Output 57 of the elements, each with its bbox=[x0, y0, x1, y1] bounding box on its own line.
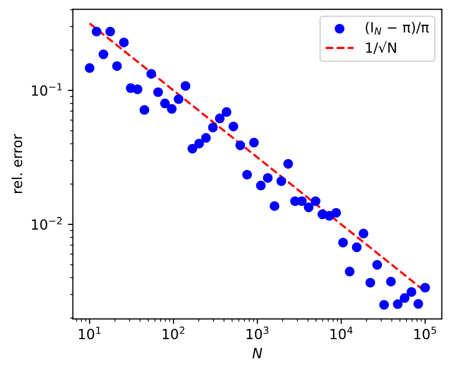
point bbox=[242, 170, 252, 180]
x-tick-label: 10$^{1}$ bbox=[78, 326, 100, 340]
point bbox=[160, 98, 170, 108]
point bbox=[372, 260, 382, 270]
point bbox=[310, 196, 320, 206]
point bbox=[188, 144, 198, 154]
point bbox=[166, 104, 177, 114]
point bbox=[228, 122, 238, 132]
point bbox=[132, 84, 142, 94]
y-tick-label: 10$^{−2}$ bbox=[32, 217, 62, 230]
point bbox=[249, 138, 259, 148]
point bbox=[208, 122, 218, 132]
legend-label: (I$_{N}$ − π)/π bbox=[366, 22, 429, 35]
point bbox=[365, 278, 376, 288]
point bbox=[270, 201, 280, 211]
point bbox=[344, 266, 355, 276]
point bbox=[352, 242, 362, 252]
point bbox=[392, 299, 403, 309]
point bbox=[214, 114, 225, 124]
point bbox=[112, 61, 122, 71]
point bbox=[283, 159, 294, 169]
point bbox=[98, 49, 108, 60]
point bbox=[92, 26, 102, 36]
point bbox=[276, 176, 286, 186]
point bbox=[84, 63, 94, 73]
x-tick-label: 10$^{4}$ bbox=[330, 326, 352, 340]
y-axis-title: rel. error bbox=[11, 134, 22, 193]
point bbox=[235, 140, 246, 150]
point bbox=[201, 133, 211, 143]
point bbox=[180, 81, 190, 91]
y-tick-label: 10$^{−1}$ bbox=[32, 83, 62, 96]
point bbox=[222, 107, 232, 117]
point bbox=[406, 287, 416, 297]
point bbox=[379, 300, 389, 310]
point bbox=[400, 293, 410, 303]
point bbox=[304, 202, 314, 212]
point bbox=[413, 299, 424, 309]
point bbox=[338, 238, 348, 248]
point bbox=[194, 138, 204, 148]
point bbox=[331, 208, 342, 218]
point bbox=[420, 282, 430, 293]
point bbox=[105, 26, 116, 36]
point bbox=[140, 105, 150, 115]
point bbox=[296, 196, 307, 206]
point bbox=[358, 228, 368, 238]
point bbox=[119, 38, 129, 48]
point bbox=[174, 94, 184, 104]
x-tick-label: 10$^{5}$ bbox=[414, 326, 436, 340]
x-tick-label: 10$^{3}$ bbox=[246, 326, 268, 340]
point bbox=[256, 180, 266, 190]
point bbox=[262, 173, 273, 183]
legend-label: 1/√N bbox=[366, 42, 396, 54]
x-axis-title: N bbox=[252, 348, 262, 358]
point bbox=[153, 87, 163, 98]
point bbox=[386, 276, 396, 286]
point bbox=[146, 68, 156, 79]
x-tick-label: 10$^{2}$ bbox=[162, 326, 184, 340]
